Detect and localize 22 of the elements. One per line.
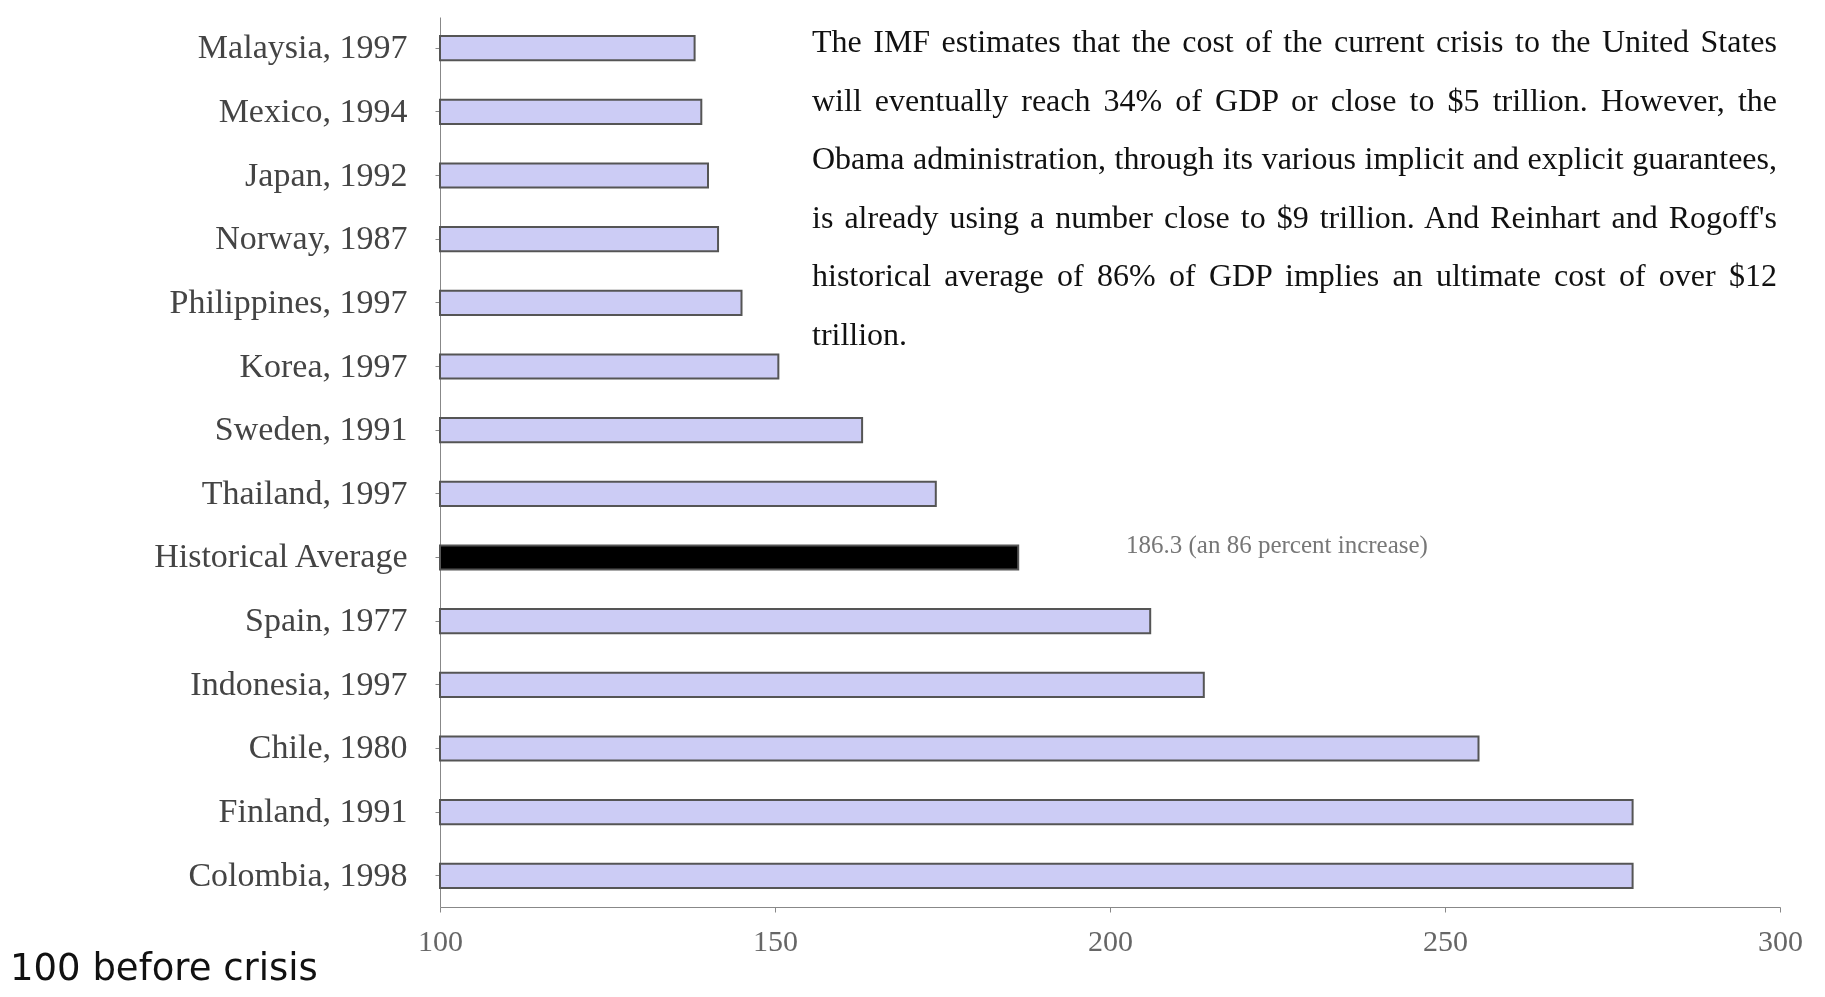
y-tick-label: Finland, 1991: [218, 792, 408, 830]
x-tick-label: 100: [418, 923, 463, 957]
y-tick-label: Korea, 1997: [239, 346, 408, 384]
y-tick-label: Sweden, 1991: [214, 410, 408, 448]
y-tick-label: Historical Average: [154, 537, 408, 575]
x-tick-label: 200: [1088, 923, 1133, 957]
y-tick-label: Spain, 1977: [245, 601, 408, 639]
annotation: The IMF estimates that the cost of the current crisis to the United States will eventually reach 34% of GDP or close to $5 trillion. However, the Obama administration, through its various implicit and explicit guarantees, is already using a number close to $9 trillion. And Reinhart and Rogoff's historical average of 86% of GDP implies an ultimate cost of over $12 trillion.: [808, 12, 1781, 363]
x-tick-label: 300: [1758, 923, 1803, 957]
y-tick-label: Japan, 1992: [245, 155, 408, 193]
y-tick-label: Colombia, 1998: [188, 855, 408, 893]
y-tick-label: Norway, 1987: [215, 219, 408, 257]
y-tick-label: Philippines, 1997: [169, 282, 408, 320]
x-tick-label: 150: [753, 923, 798, 957]
y-tick-label: Chile, 1980: [248, 728, 408, 766]
y-tick-label: Mexico, 1994: [218, 91, 408, 129]
annotation: 186.3 (an 86 percent increase): [1126, 531, 1428, 559]
y-tick-label: Thailand, 1997: [201, 473, 408, 511]
text: 100 before crisis: [10, 946, 318, 989]
y-tick-label: Malaysia, 1997: [197, 28, 408, 66]
y-tick-label: Indonesia, 1997: [190, 664, 408, 702]
x-tick-label: 250: [1423, 923, 1468, 957]
